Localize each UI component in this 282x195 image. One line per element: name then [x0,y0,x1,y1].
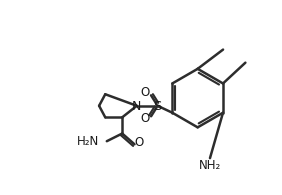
Text: O: O [140,86,149,99]
Text: NH₂: NH₂ [199,159,221,172]
Text: H₂N: H₂N [77,136,99,148]
Text: N: N [131,100,141,113]
Text: O: O [135,136,144,149]
Text: S: S [153,100,162,113]
Text: O: O [140,112,149,125]
